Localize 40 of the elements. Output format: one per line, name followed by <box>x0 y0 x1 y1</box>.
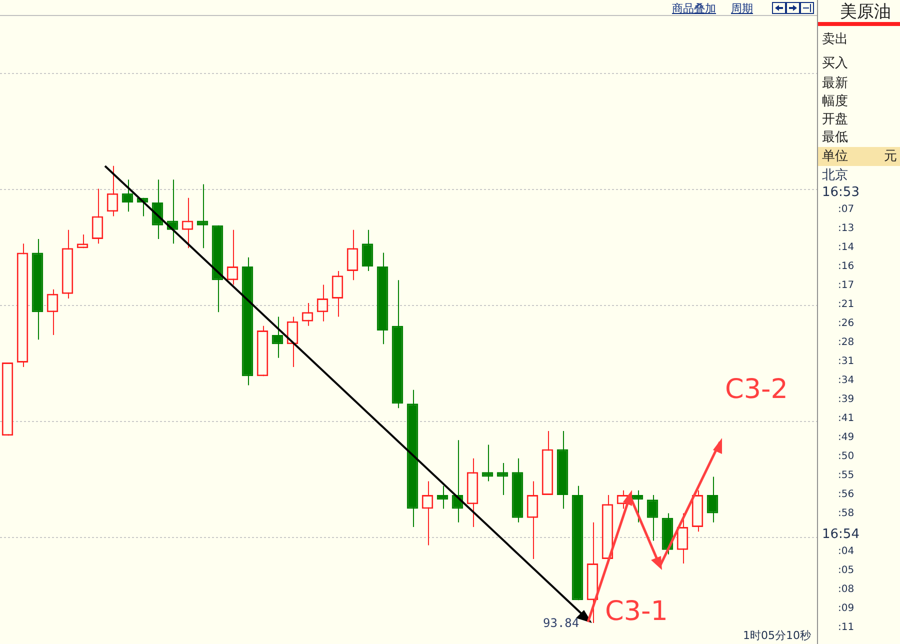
annotation: 93.84 <box>543 616 580 630</box>
text: 买入 <box>822 55 848 72</box>
text: :56 <box>838 489 854 500</box>
text: 16:54 <box>822 527 860 542</box>
text: :16 <box>838 261 854 272</box>
text: 16:53 <box>822 185 860 200</box>
annotation: C3-1 <box>605 596 668 627</box>
text: :34 <box>838 375 854 386</box>
text: 元 <box>884 148 897 165</box>
text: :04 <box>838 546 854 557</box>
text: 周期 <box>731 1 753 16</box>
text: C3-2 <box>725 374 788 405</box>
text: :41 <box>838 413 854 424</box>
text: :17 <box>838 280 854 291</box>
text: :39 <box>838 394 854 405</box>
text: :21 <box>838 299 854 310</box>
text: 北京 <box>822 167 848 184</box>
text: :26 <box>838 318 854 329</box>
text: :07 <box>838 204 854 215</box>
text: :09 <box>838 603 854 614</box>
text: :13 <box>838 223 854 234</box>
text: 开盘 <box>822 111 848 128</box>
text: :58 <box>838 508 854 519</box>
text: :11 <box>838 622 854 633</box>
text: 最新 <box>822 75 848 92</box>
text: :55 <box>838 470 854 481</box>
text: 1时05分10秒 <box>743 628 811 643</box>
text: :05 <box>838 565 854 576</box>
text: :14 <box>838 242 854 253</box>
text: 商品叠加 <box>672 1 716 16</box>
text: 卖出 <box>822 31 848 48</box>
text: 最低 <box>822 129 848 146</box>
text: 幅度 <box>822 93 848 110</box>
text: :28 <box>838 337 854 348</box>
text: :08 <box>838 584 854 595</box>
text: :50 <box>838 451 854 462</box>
text: 美原油 <box>840 1 891 23</box>
text: :31 <box>838 356 854 367</box>
text: :49 <box>838 432 854 443</box>
text: 单位 <box>822 148 848 165</box>
